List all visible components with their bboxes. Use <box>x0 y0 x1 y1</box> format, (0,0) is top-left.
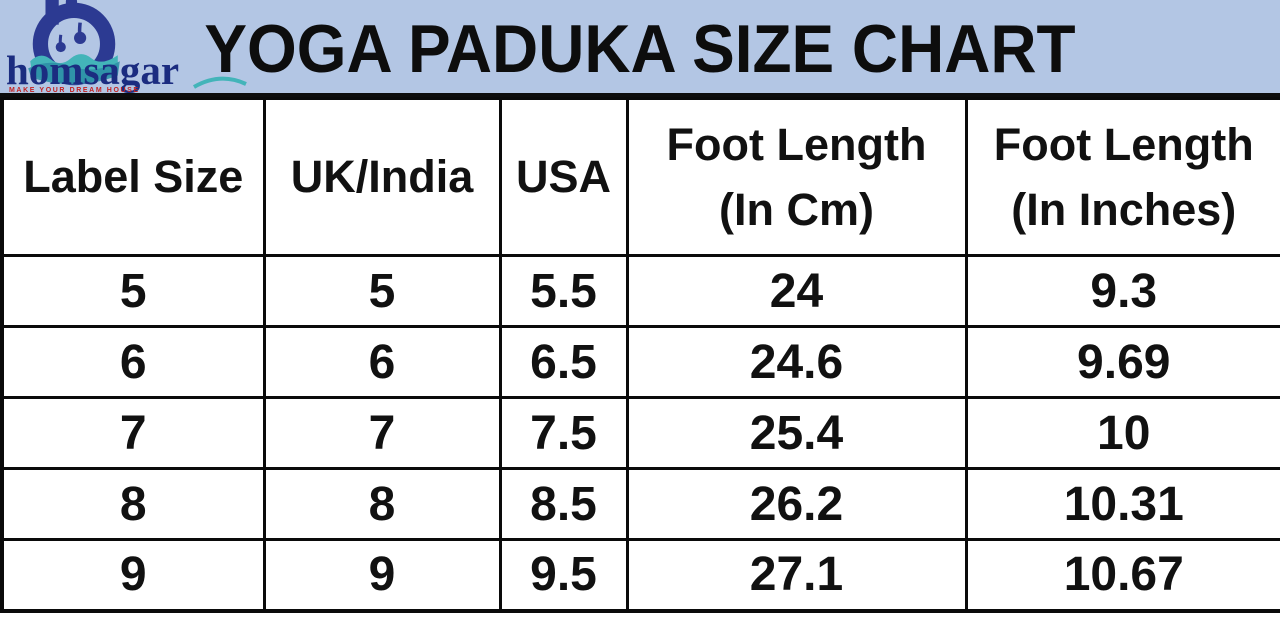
cell-foot-length-inches: 9.69 <box>964 325 1280 399</box>
cell-uk-india: 5 <box>262 254 502 328</box>
cell-foot-length-cm: 24.6 <box>625 325 968 399</box>
cell-usa: 5.5 <box>498 254 629 328</box>
cell-uk-india: 6 <box>262 325 502 399</box>
cell-usa: 8.5 <box>498 467 629 541</box>
cell-uk-india: 7 <box>262 396 502 470</box>
table-row: 8 8 8.5 26.2 10.31 <box>0 467 1280 541</box>
cell-label-size: 5 <box>0 254 266 328</box>
banner: YOGA PADUKA SIZE CHART homsagar MAKE YOU… <box>0 0 1280 97</box>
header-row: Label Size UK/India USA Foot Length (In … <box>0 97 1280 257</box>
column-header-foot-length-cm: Foot Length (In Cm) <box>625 97 968 257</box>
cell-foot-length-inches: 10.31 <box>964 467 1280 541</box>
cell-usa: 9.5 <box>498 538 629 612</box>
cell-usa: 6.5 <box>498 325 629 399</box>
cell-label-size: 7 <box>0 396 266 470</box>
cell-usa: 7.5 <box>498 396 629 470</box>
cell-foot-length-cm: 27.1 <box>625 538 968 612</box>
size-chart-table: Label Size UK/India USA Foot Length (In … <box>0 97 1280 613</box>
logo-swoosh-icon <box>193 76 247 89</box>
page-title: YOGA PADUKA SIZE CHART <box>204 11 1076 87</box>
brand-tagline: MAKE YOUR DREAM HOUSE <box>9 87 140 94</box>
column-header-label-size: Label Size <box>0 97 266 257</box>
table-row: 6 6 6.5 24.6 9.69 <box>0 325 1280 399</box>
table-row: 5 5 5.5 24 9.3 <box>0 254 1280 328</box>
cell-foot-length-inches: 10.67 <box>964 538 1280 612</box>
table-row: 9 9 9.5 27.1 10.67 <box>0 538 1280 612</box>
column-header-usa: USA <box>498 97 629 257</box>
cell-label-size: 6 <box>0 325 266 399</box>
homsagar-logo-icon <box>28 0 120 86</box>
cell-foot-length-inches: 9.3 <box>964 254 1280 328</box>
cell-foot-length-cm: 24 <box>625 254 968 328</box>
cell-label-size: 8 <box>0 467 266 541</box>
brand-logo: homsagar MAKE YOUR DREAM HOUSE <box>6 0 256 110</box>
cell-foot-length-inches: 10 <box>964 396 1280 470</box>
brand-name: homsagar <box>6 47 180 93</box>
cell-uk-india: 9 <box>262 538 502 612</box>
column-header-uk-india: UK/India <box>262 97 502 257</box>
cell-label-size: 9 <box>0 538 266 612</box>
column-header-foot-length-inches: Foot Length (In Inches) <box>964 97 1280 257</box>
cell-foot-length-cm: 26.2 <box>625 467 968 541</box>
cell-foot-length-cm: 25.4 <box>625 396 968 470</box>
cell-uk-india: 8 <box>262 467 502 541</box>
table-row: 7 7 7.5 25.4 10 <box>0 396 1280 470</box>
